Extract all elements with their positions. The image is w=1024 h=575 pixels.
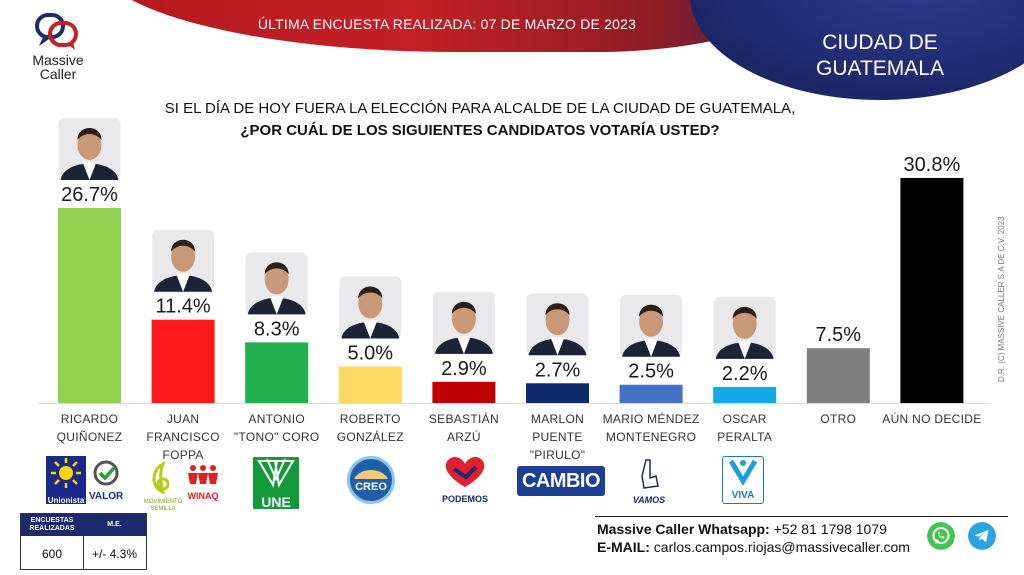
creo-text: CREO xyxy=(355,481,387,493)
bar-6 xyxy=(526,383,589,403)
une-logo: UNE xyxy=(253,457,299,510)
viva-logo: VIVA xyxy=(722,456,764,504)
bar-value-label-3: 8.3% xyxy=(254,318,300,340)
vamos-hand-icon xyxy=(641,459,659,489)
category-label-5: SEBASTIÁN ARZÚ xyxy=(429,411,499,444)
winaq-text: WINAQ xyxy=(187,491,219,501)
creo-hands-icon xyxy=(354,470,388,479)
category-label-3: ANTONIO "TONO" CORO xyxy=(234,412,320,444)
semilla-logo: MOVIMIENTO SEMILLA xyxy=(143,460,183,512)
bar-value-label-4: 5.0% xyxy=(348,342,394,364)
bar-value-label-7: 2.5% xyxy=(628,361,674,383)
category-label-7: MARIO MÉNDEZ MONTENEGRO xyxy=(603,411,700,444)
candidate-photo-1 xyxy=(58,117,121,180)
category-label-8: OSCAR PERALTA xyxy=(717,412,772,444)
logo-text-1: Massive xyxy=(32,52,84,68)
podemos-logo: PODEMOS xyxy=(440,455,490,504)
category-label-2: JUAN FRANCISCO FOPPA xyxy=(146,412,219,462)
logo-icon xyxy=(35,13,78,50)
creo-logo: CREO xyxy=(347,456,395,504)
bar-value-label-5: 2.9% xyxy=(441,358,487,380)
category-label-6: MARLON PUENTE "PIRULO" xyxy=(530,412,586,462)
bar-4 xyxy=(338,366,402,403)
margin-error-value: +/- 4.3% xyxy=(91,547,138,561)
email-label: E-MAIL: xyxy=(597,539,650,555)
bar-1 xyxy=(58,207,121,403)
bar-value-label-8: 2.2% xyxy=(722,363,768,385)
sample-table-header: ENCUESTAS REALIZADAS M.E. xyxy=(21,514,146,536)
copyright-note: D.R. (C) MASSIVE CALLER S.A DE C.V. 2023 xyxy=(997,216,1006,382)
bar-7 xyxy=(619,384,683,403)
question-line-1: SI EL DÍA DE HOY FUERA LA ELECCIÓN PARA … xyxy=(164,100,796,117)
question-line-2: ¿POR CUÁL DE LOS SIGUIENTES CANDIDATOS V… xyxy=(240,122,720,139)
unionista-logo: Unionista xyxy=(46,456,86,505)
check-icon xyxy=(93,460,119,486)
city-title: CIUDAD DE GUATEMALA xyxy=(790,30,970,82)
telegram-icon[interactable] xyxy=(968,522,996,550)
bar-value-label-2: 11.4% xyxy=(155,296,210,318)
seed-icon xyxy=(152,460,170,495)
sample-table: ENCUESTAS REALIZADAS M.E. 600 +/- 4.3% xyxy=(20,513,147,570)
bar-9 xyxy=(806,348,870,403)
vamos-text: VAMOS xyxy=(632,495,666,505)
bar-value-label-1: 26.7% xyxy=(61,184,118,206)
category-label-9: OTRO xyxy=(820,412,856,426)
bar-value-label-10: 30.8% xyxy=(904,154,961,176)
semilla-text: MOVIMIENTO SEMILLA xyxy=(143,499,183,512)
candidate-photo-3 xyxy=(245,252,308,315)
unionista-text: Unionista xyxy=(47,496,85,505)
whatsapp-icon[interactable] xyxy=(927,522,955,550)
email-address: carlos.campos.riojas@massivecaller.com xyxy=(653,539,910,555)
city-line-1: CIUDAD DE xyxy=(822,31,938,54)
whatsapp-label: Massive Caller Whatsapp: xyxy=(597,521,770,537)
category-label-4: ROBERTO GONZÁLEZ xyxy=(337,412,404,444)
winaq-logo: WINAQ xyxy=(186,464,220,501)
whatsapp-contact: Massive Caller Whatsapp: +52 81 1798 107… xyxy=(597,521,887,537)
whatsapp-number: +52 81 1798 1079 xyxy=(773,521,887,537)
valor-text: VALOR xyxy=(89,491,124,502)
podemos-heart-icon xyxy=(445,457,485,487)
survey-question: SI EL DÍA DE HOY FUERA LA ELECCIÓN PARA … xyxy=(100,98,860,142)
logo-text-2: Caller xyxy=(39,66,77,82)
category-label-1: RICARDO QUIÑONEZ xyxy=(57,412,123,444)
vamos-logo: VAMOS xyxy=(626,456,672,505)
candidate-photo-7 xyxy=(620,294,683,357)
survey-date: ÚLTIMA ENCUESTA REALIZADA: 07 DE MARZO D… xyxy=(257,16,637,32)
sample-size-header: ENCUESTAS REALIZADAS xyxy=(29,517,75,532)
bar-8 xyxy=(713,386,777,403)
email-contact: E-MAIL: carlos.campos.riojas@massivecall… xyxy=(597,539,910,555)
category-label-10: AÚN NO DECIDE xyxy=(882,411,981,426)
sun-icon xyxy=(51,458,81,488)
bar-5 xyxy=(432,381,496,403)
candidate-photo-5 xyxy=(432,291,495,354)
viva-text: VIVA xyxy=(731,490,755,501)
city-line-2: GUATEMALA xyxy=(816,57,944,80)
bar-value-label-6: 2.7% xyxy=(535,359,581,381)
candidate-photo-8 xyxy=(713,296,776,359)
cambio-text: CAMBIO xyxy=(521,470,601,492)
bar-chart: 26.7% RICARDO QUIÑONEZ 11.4% JUAN FRANCISCO FO… xyxy=(38,117,990,462)
winaq-figures-icon xyxy=(188,465,218,484)
bar-3 xyxy=(245,342,309,403)
candidate-photo-6 xyxy=(526,293,589,356)
bar-value-label-9: 7.5% xyxy=(816,324,862,346)
margin-error-header: M.E. xyxy=(107,521,122,528)
une-hands-icon xyxy=(257,458,295,488)
podemos-text: PODEMOS xyxy=(441,494,488,504)
massive-caller-logo: Massive Caller xyxy=(22,12,94,82)
cambio-logo: CAMBIO xyxy=(517,466,605,496)
table-divider xyxy=(83,536,84,570)
viva-v-icon xyxy=(728,459,758,486)
bar-2 xyxy=(151,319,215,403)
contact-divider xyxy=(595,516,1008,517)
une-text: UNE xyxy=(261,494,291,510)
candidate-photo-4 xyxy=(339,276,402,339)
bar-10 xyxy=(900,178,964,403)
candidate-photo-2 xyxy=(152,229,215,292)
sample-size-value: 600 xyxy=(41,547,63,561)
valor-logo: VALOR xyxy=(89,460,124,502)
